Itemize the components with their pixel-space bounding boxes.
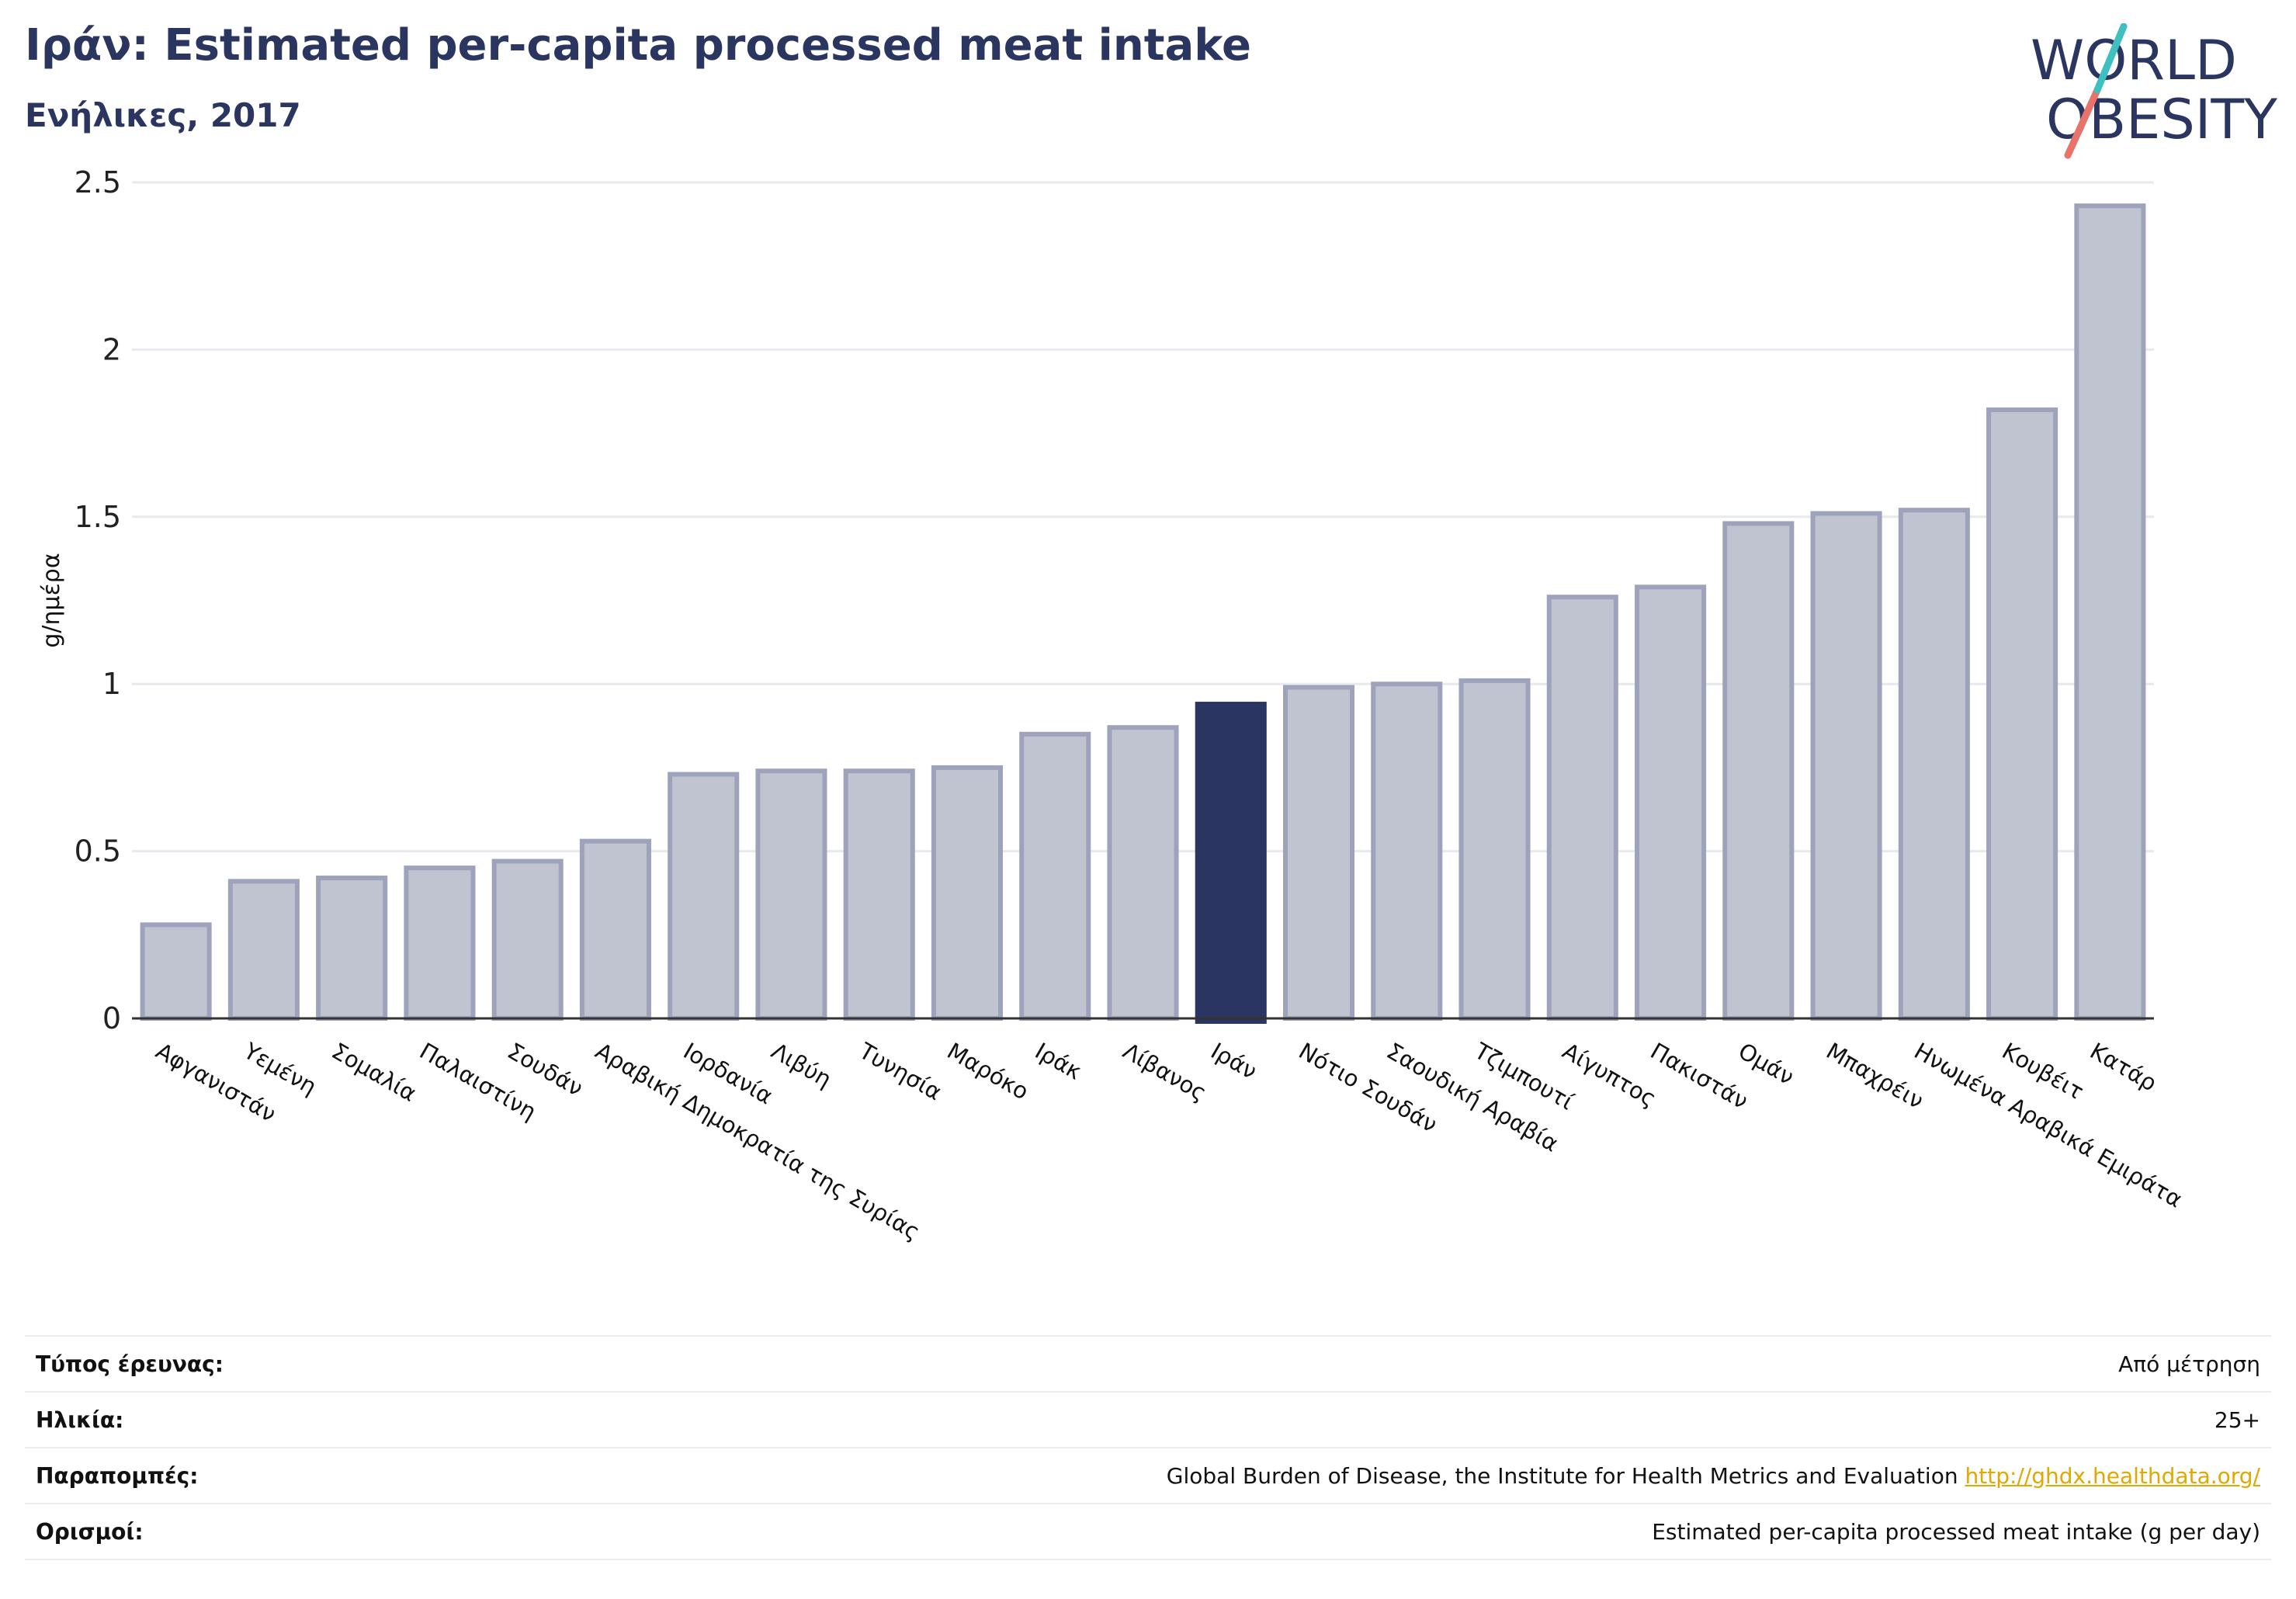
x-tick-label: Αίγυπτος xyxy=(1558,1038,1660,1112)
reference-link[interactable]: http://ghdx.healthdata.org/ xyxy=(1965,1462,2260,1489)
info-key: Παραπομπές: xyxy=(36,1462,199,1489)
info-key: Ηλικία: xyxy=(36,1406,124,1433)
reference-text: Global Burden of Disease, the Institute … xyxy=(1166,1462,1958,1489)
x-tick-label: Λίβανος xyxy=(1119,1038,1211,1107)
info-row-age: Ηλικία: 25+ xyxy=(25,1391,2271,1447)
x-tick-label: Πακιστάν xyxy=(1646,1038,1753,1115)
x-tick-label: Ομάν xyxy=(1734,1038,1798,1091)
info-row-definitions: Ορισμοί: Estimated per-capita processed … xyxy=(25,1503,2271,1560)
x-tick-label: Ιράκ xyxy=(1031,1038,1087,1085)
y-axis-label: g/ημέρα xyxy=(38,553,65,647)
bar xyxy=(1810,511,1882,1021)
y-tick-label: 0 xyxy=(102,1001,121,1035)
bar-highlight xyxy=(1195,702,1267,1024)
info-row-references: Παραπομπές: Global Burden of Disease, th… xyxy=(25,1447,2271,1503)
bar xyxy=(491,858,564,1021)
bar xyxy=(1898,508,1970,1021)
bar xyxy=(1371,682,1443,1021)
bar xyxy=(404,865,476,1021)
bar xyxy=(1019,731,1091,1021)
x-tick-label: Κατάρ xyxy=(2086,1038,2162,1097)
logo-slash-teal xyxy=(2093,23,2128,94)
x-tick-label: Ιράν xyxy=(1206,1038,1261,1085)
bar xyxy=(843,768,915,1021)
info-value: Estimated per-capita processed meat inta… xyxy=(1652,1518,2260,1545)
bar xyxy=(1635,584,1707,1021)
x-tick-label: Μπαχρέιν xyxy=(1822,1038,1928,1115)
info-key: Τύπος έρευνας: xyxy=(36,1351,224,1377)
info-value: Από μέτρηση xyxy=(2118,1351,2260,1377)
bar xyxy=(755,768,827,1021)
chart-subtitle: Ενήλικες, 2017 xyxy=(25,96,301,134)
bar xyxy=(931,765,1004,1021)
bar xyxy=(1282,685,1355,1021)
x-tick-label: Σομαλία xyxy=(328,1038,421,1107)
y-tick-label: 0.5 xyxy=(75,834,121,869)
y-tick-label: 2 xyxy=(102,332,121,366)
bar xyxy=(1722,521,1795,1021)
x-tick-label: Μαρόκο xyxy=(942,1038,1033,1105)
bars xyxy=(140,203,2146,1024)
info-table: Τύπος έρευνας: Από μέτρηση Ηλικία: 25+ Π… xyxy=(25,1335,2271,1560)
y-tick-label: 2.5 xyxy=(75,165,121,199)
info-value: 25+ xyxy=(2214,1406,2260,1433)
info-value-references: Global Burden of Disease, the Institute … xyxy=(1167,1463,2260,1489)
y-tick-label: 1 xyxy=(102,667,121,701)
bar xyxy=(140,922,212,1021)
bar xyxy=(1546,595,1618,1021)
world-obesity-logo: WORLD OBESITY xyxy=(2031,23,2277,159)
bar xyxy=(1458,678,1531,1021)
bar xyxy=(579,838,651,1021)
bar xyxy=(227,879,300,1021)
x-tick-label: Λιβύη xyxy=(767,1038,836,1093)
bar xyxy=(316,876,388,1021)
bar xyxy=(2074,203,2146,1021)
logo-slash-coral xyxy=(2064,86,2101,159)
bar xyxy=(1986,407,2058,1021)
logo-line-1: WORLD xyxy=(2031,29,2237,92)
y-tick-label: 1.5 xyxy=(75,500,121,534)
axes: 0 0.5 1 1.5 2 2.5 xyxy=(75,165,2154,1035)
info-row-survey-type: Τύπος έρευνας: Από μέτρηση xyxy=(25,1335,2271,1391)
chart-title: Ιράν: Estimated per-capita processed mea… xyxy=(25,20,1252,71)
info-key: Ορισμοί: xyxy=(36,1518,144,1545)
bar xyxy=(668,772,740,1021)
x-tick-label: Τυνησία xyxy=(854,1037,946,1105)
bar xyxy=(1107,725,1179,1021)
